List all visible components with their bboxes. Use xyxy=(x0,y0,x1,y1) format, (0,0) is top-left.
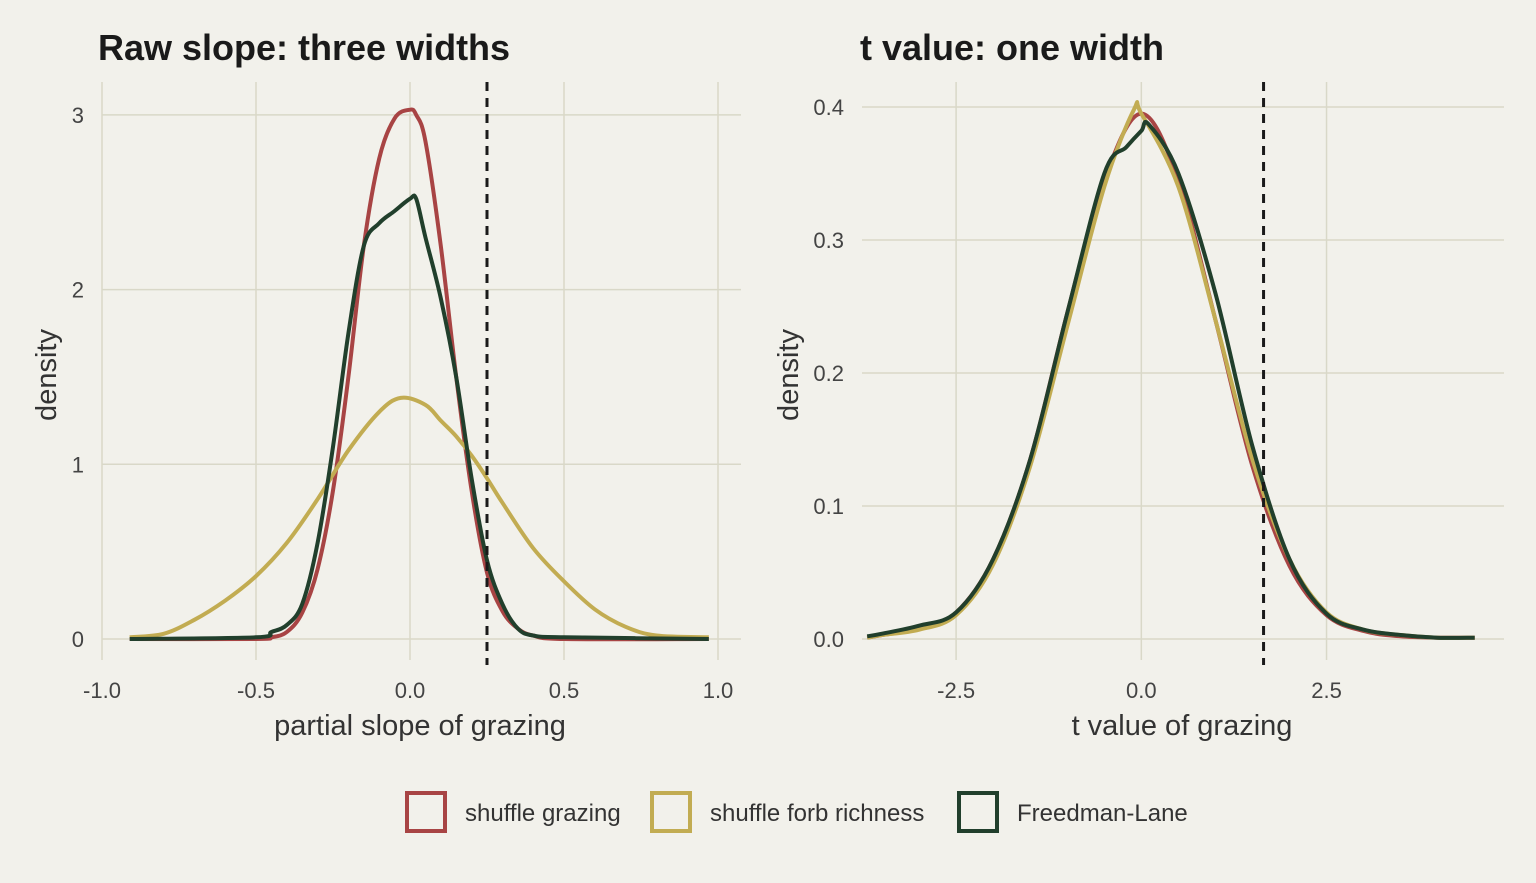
density-curve-shuffle-grazing xyxy=(866,111,1475,640)
grid xyxy=(862,82,1504,660)
legend-key-shuffle-grazing xyxy=(405,791,447,833)
x-tick-label: 0.5 xyxy=(549,678,580,703)
y-tick-label: 2 xyxy=(72,278,84,303)
panel-title: Raw slope: three widths xyxy=(98,27,510,68)
y-axis-label: density xyxy=(773,329,805,421)
grid xyxy=(101,82,741,660)
y-tick-label: 3 xyxy=(72,103,84,128)
y-tick-label: 0.1 xyxy=(813,494,844,519)
y-tick-label: 0 xyxy=(72,627,84,652)
x-tick-label: 2.5 xyxy=(1311,678,1342,703)
y-tick-label: 0.0 xyxy=(813,627,844,652)
panel-title: t value: one width xyxy=(860,27,1164,68)
x-axis-label: t value of grazing xyxy=(1072,710,1293,742)
legend-label-shuffle-forb-richness: shuffle forb richness xyxy=(710,800,924,827)
density-curves xyxy=(866,82,1475,665)
density-curve-shuffle-forb-richness xyxy=(129,395,709,640)
legend-key-freedman-lane xyxy=(957,791,999,833)
x-tick-label: -1.0 xyxy=(83,678,121,703)
x-tick-label: -0.5 xyxy=(237,678,275,703)
y-axis-label: density xyxy=(31,329,63,421)
tick-labels: -1.0 -0.5 0.0 0.5 1.0 0 1 2 3 xyxy=(72,103,734,703)
legend-label-freedman-lane: Freedman-Lane xyxy=(1017,800,1188,827)
y-tick-label: 0.2 xyxy=(813,361,844,386)
legend: shuffle grazing shuffle forb richness Fr… xyxy=(405,791,1188,833)
density-curve-freedman-lane xyxy=(129,193,709,641)
panel-t-value: t value: one width -2.5 0.0 2.5 0.0 0.1 0.2 0.… xyxy=(773,27,1504,742)
x-axis-label: partial slope of grazing xyxy=(274,710,566,742)
y-tick-label: 0.4 xyxy=(813,95,844,120)
x-tick-label: 1.0 xyxy=(703,678,734,703)
tick-labels: -2.5 0.0 2.5 0.0 0.1 0.2 0.3 0.4 xyxy=(813,95,1341,703)
density-curve-shuffle-forb-richness xyxy=(866,100,1475,640)
legend-key-shuffle-forb-richness xyxy=(650,791,692,833)
x-tick-label: -2.5 xyxy=(937,678,975,703)
panel-raw-slope: Raw slope: three widths -1.0 -0.5 0.0 0.5 1.… xyxy=(31,27,741,742)
y-tick-label: 1 xyxy=(72,452,84,477)
legend-label-shuffle-grazing: shuffle grazing xyxy=(465,800,621,827)
x-tick-label: 0.0 xyxy=(1126,678,1157,703)
density-curves xyxy=(129,82,709,665)
density-curve-freedman-lane xyxy=(866,119,1475,640)
y-tick-label: 0.3 xyxy=(813,228,844,253)
x-tick-label: 0.0 xyxy=(395,678,426,703)
density-curve-shuffle-grazing xyxy=(129,107,709,642)
